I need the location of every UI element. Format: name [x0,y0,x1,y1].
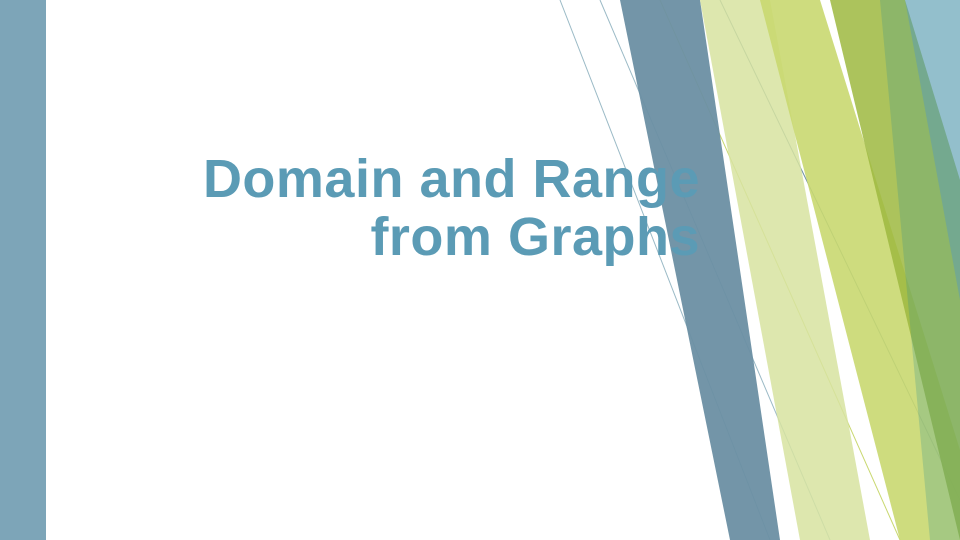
title-block: Domain and Range from Graphs [100,150,700,267]
decorative-shards [0,0,960,540]
title-line-1: Domain and Range [203,149,700,209]
slide: Domain and Range from Graphs [0,0,960,540]
slide-title: Domain and Range from Graphs [100,150,700,267]
title-line-2: from Graphs [370,207,700,267]
